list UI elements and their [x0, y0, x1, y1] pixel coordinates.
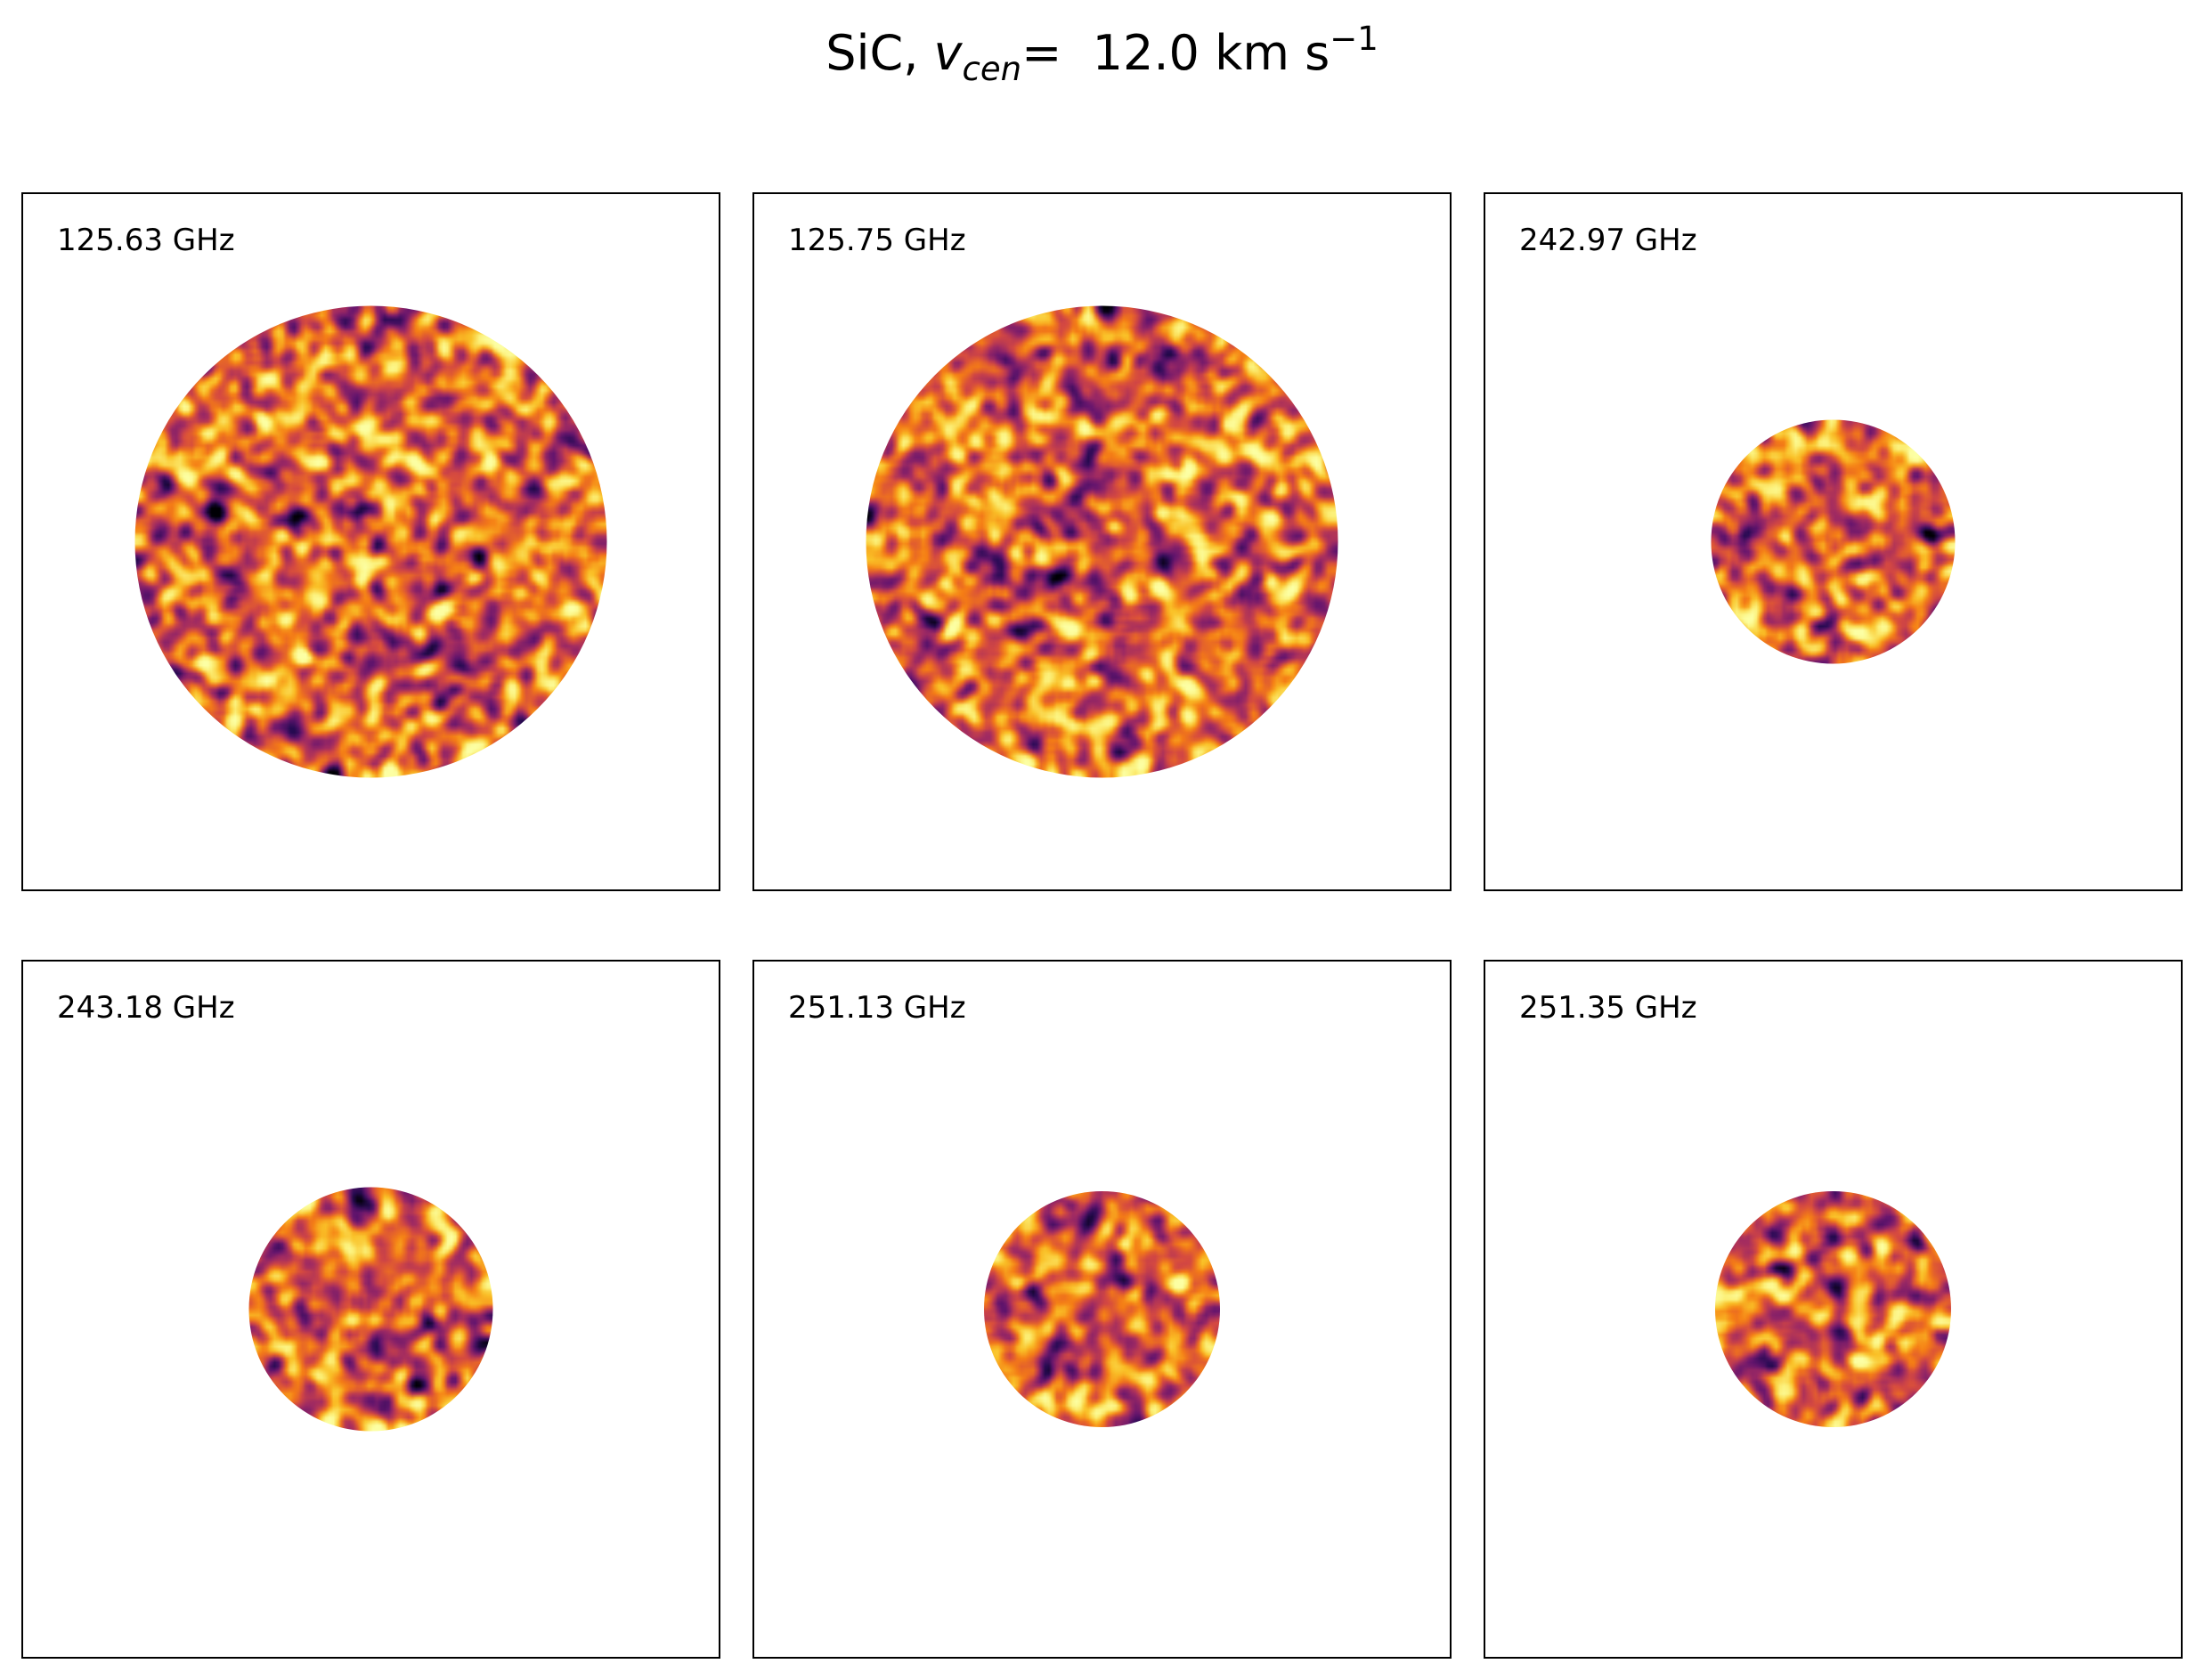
emission-map-4 [248, 1187, 493, 1432]
panel-2: 125.75 GHz [752, 192, 1452, 891]
emission-map-2 [866, 305, 1338, 778]
emission-map-3 [1711, 419, 1956, 664]
title-symbol: v [933, 25, 963, 81]
title-equals: = [1021, 25, 1062, 81]
panel-frame-5 [752, 960, 1452, 1659]
panel-6: 251.35 GHz [1484, 960, 2183, 1659]
panel-label-4: 243.18 GHz [57, 990, 235, 1026]
panel-label-5: 251.13 GHz [788, 990, 966, 1026]
panel-frame-6 [1484, 960, 2183, 1659]
title-value: 12.0 [1092, 25, 1200, 81]
panel-4: 243.18 GHz [21, 960, 720, 1659]
panel-3: 242.97 GHz [1484, 192, 2183, 891]
emission-map-6 [1715, 1191, 1951, 1427]
panel-label-3: 242.97 GHz [1519, 223, 1697, 258]
title-exponent: −1 [1330, 20, 1379, 58]
panel-label-1: 125.63 GHz [57, 223, 235, 258]
panel-frame-4 [21, 960, 720, 1659]
panel-label-6: 251.35 GHz [1519, 990, 1697, 1026]
panel-label-2: 125.75 GHz [788, 223, 966, 258]
panel-frame-2 [752, 192, 1452, 891]
emission-map-1 [134, 305, 607, 778]
figure-title: SiC, vcen= 12.0 km s−1 [0, 20, 2204, 88]
panel-frame-1 [21, 192, 720, 891]
panel-1: 125.63 GHz [21, 192, 720, 891]
title-units: km s [1215, 25, 1330, 81]
emission-map-5 [984, 1191, 1220, 1427]
title-prefix: SiC, [825, 25, 919, 81]
panel-5: 251.13 GHz [752, 960, 1452, 1659]
panel-frame-3 [1484, 192, 2183, 891]
title-subscript: cen [962, 50, 1022, 88]
